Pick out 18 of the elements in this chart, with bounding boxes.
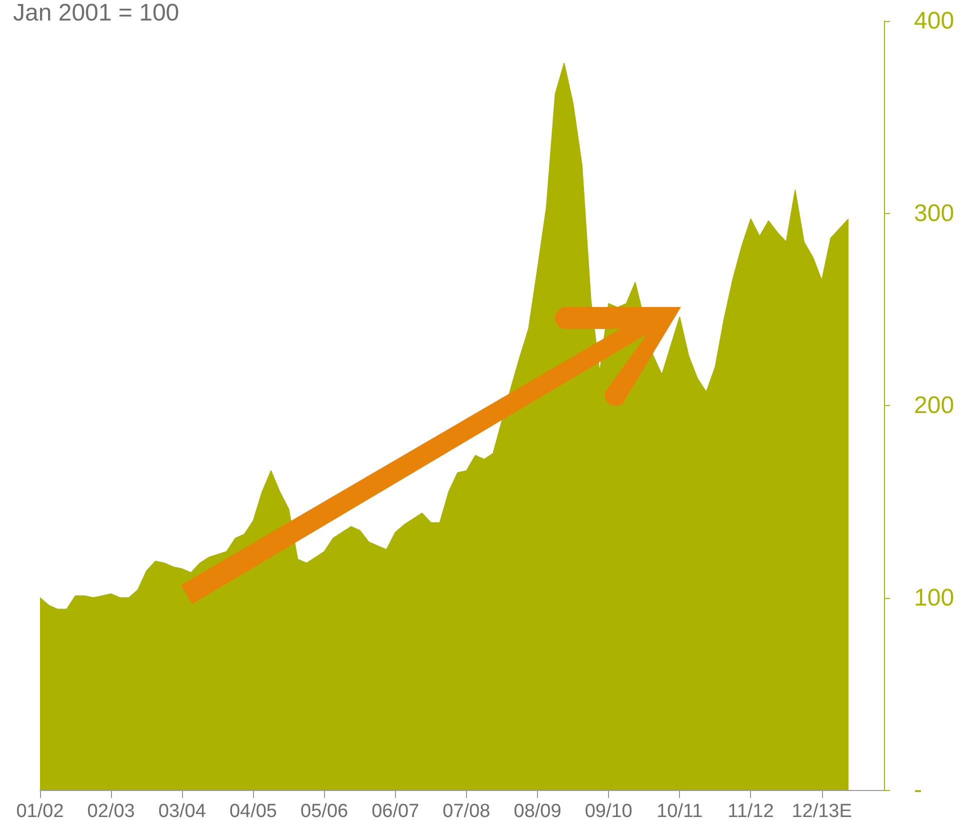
x-tick-label: 11/12 — [728, 801, 774, 822]
x-tick-label: 07/08 — [442, 801, 490, 822]
x-tick-label: 12/13E — [792, 801, 852, 822]
x-tick-label: 04/05 — [229, 801, 277, 822]
y-tick-label: 200 — [914, 392, 954, 419]
y-tick-label: 400 — [914, 8, 954, 34]
y-tick-label: 100 — [914, 584, 954, 612]
x-tick-label: 05/06 — [300, 801, 348, 822]
y-tick-label: - — [914, 776, 922, 804]
x-tick-label: 06/07 — [372, 801, 420, 822]
x-tick-label: 03/04 — [158, 801, 206, 822]
x-tick-label: 10/11 — [656, 801, 703, 822]
chart-title: Jan 2001 = 100 — [13, 0, 180, 26]
y-tick-label: 300 — [914, 200, 954, 227]
x-tick-label: 02/03 — [87, 801, 135, 822]
x-tick-label: 01/02 — [16, 801, 64, 822]
x-tick-label: 08/09 — [514, 801, 562, 822]
x-tick-label: 09/10 — [584, 801, 632, 822]
